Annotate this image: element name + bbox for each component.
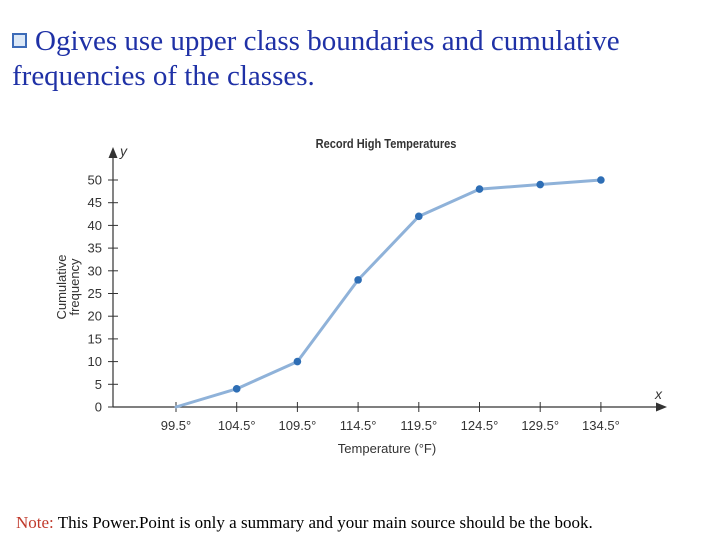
data-markers <box>232 176 605 393</box>
y-axis-title-line-1: Cumulative <box>54 254 69 319</box>
x-tick-label: 99.5° <box>161 418 192 433</box>
x-tick-label: 119.5° <box>400 418 437 433</box>
heading-line-1: Ogives use upper class boundaries and cu… <box>12 24 712 59</box>
ogive-chart: Record High Temperatures y x Cumulative … <box>54 136 667 456</box>
x-tick-label: 114.5° <box>340 418 377 433</box>
x-tick-label: 109.5° <box>279 418 317 433</box>
x-axis-arrow-icon <box>656 402 667 412</box>
y-axis-title: Cumulative frequency <box>54 254 82 319</box>
data-point <box>536 180 544 189</box>
x-tick-label: 134.5° <box>582 418 620 433</box>
y-tick-label: 0 <box>95 400 102 415</box>
footer-note: Note: This Power.Point is only a summary… <box>16 512 716 534</box>
data-point <box>597 176 605 184</box>
y-tick-label: 40 <box>88 218 102 233</box>
x-ticks: 99.5° 104.5° 109.5° 114.5° 119.5° 124.5° 129.5… <box>161 402 620 433</box>
y-tick-label: 20 <box>88 309 102 324</box>
checkbox-bullet-icon <box>12 33 27 48</box>
y-tick-label: 15 <box>88 331 102 346</box>
y-tick-label: 45 <box>88 195 102 210</box>
note-text: This Power.Point is only a summary and y… <box>53 513 593 532</box>
x-axis-title: Temperature (°F) <box>338 441 436 456</box>
chart-title: Record High Temperatures <box>316 136 457 151</box>
x-tick-label: 104.5° <box>218 418 256 433</box>
data-point <box>475 185 484 193</box>
y-axis-arrow-icon <box>108 147 118 158</box>
x-tick-label: 129.5° <box>521 418 559 433</box>
data-point <box>415 212 423 221</box>
y-tick-label: 5 <box>95 377 102 392</box>
data-point <box>232 385 241 393</box>
y-ticks: 0 5 10 15 20 25 30 35 40 45 50 <box>88 173 118 415</box>
note-prefix: Note: <box>16 513 54 532</box>
data-point <box>293 357 302 366</box>
heading-line-2: frequencies of the classes. <box>12 60 315 92</box>
y-tick-label: 30 <box>88 263 102 278</box>
data-point <box>354 276 362 284</box>
heading-text-1: Ogives use upper class boundaries and cu… <box>35 25 620 57</box>
x-axis-letter: x <box>654 386 663 402</box>
y-tick-label: 35 <box>88 241 102 256</box>
ogive-line <box>174 178 603 409</box>
y-tick-label: 25 <box>88 286 102 301</box>
y-tick-label: 10 <box>88 354 102 369</box>
x-tick-label: 124.5° <box>461 418 499 433</box>
y-axis-letter: y <box>119 143 128 159</box>
slide-heading: Ogives use upper class boundaries and cu… <box>12 24 712 94</box>
y-axis-title-line-2: frequency <box>67 258 82 316</box>
y-tick-label: 50 <box>88 173 102 188</box>
